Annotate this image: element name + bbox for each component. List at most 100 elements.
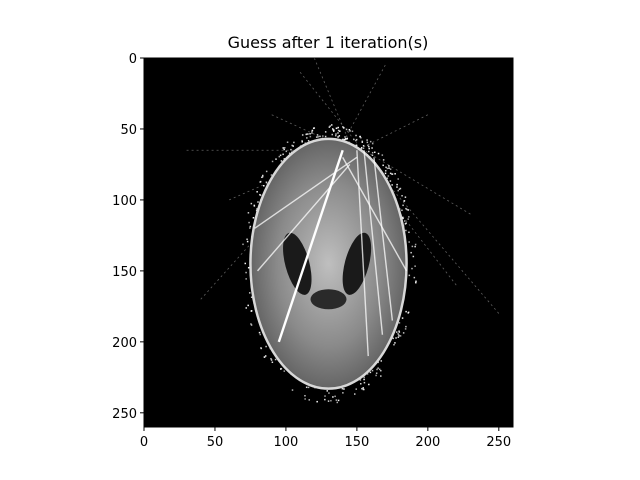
speckle <box>407 312 409 314</box>
speckle <box>343 138 346 141</box>
speckle <box>368 147 370 150</box>
speckle <box>331 133 333 136</box>
streak-ray <box>363 149 471 215</box>
bright-streak <box>277 149 344 343</box>
speckle <box>262 175 264 178</box>
speckle <box>371 154 374 157</box>
streak-ray <box>356 114 429 151</box>
speckle <box>405 310 407 313</box>
speckle <box>397 333 399 335</box>
speckle <box>412 255 415 258</box>
speckle <box>344 137 347 140</box>
speckle <box>376 368 378 371</box>
speckle <box>415 280 417 283</box>
speckle <box>360 148 363 150</box>
speckle <box>397 336 400 338</box>
speckle <box>410 251 412 254</box>
speckle <box>402 332 405 334</box>
speckle <box>316 400 318 403</box>
x-tick-label: 150 <box>344 435 369 450</box>
speckle <box>404 328 407 330</box>
speckle <box>381 154 384 156</box>
speckle <box>316 134 319 136</box>
speckle <box>338 135 341 137</box>
speckle <box>308 399 311 401</box>
speckle <box>348 128 351 131</box>
speckle <box>274 358 277 361</box>
speckle <box>335 134 337 137</box>
speckle <box>377 361 379 364</box>
speckle <box>248 292 251 294</box>
speckle <box>328 392 330 394</box>
speckle <box>405 229 407 232</box>
speckle <box>342 127 345 129</box>
speckle <box>283 148 285 151</box>
speckle <box>363 378 365 381</box>
speckle <box>375 372 378 374</box>
speckle <box>282 147 284 149</box>
speckle <box>250 202 253 205</box>
speckle <box>405 207 407 210</box>
speckle <box>247 212 250 214</box>
speckle <box>393 343 395 346</box>
speckle <box>335 133 337 135</box>
x-tick-label: 50 <box>207 435 224 450</box>
speckle <box>394 173 396 175</box>
speckle <box>415 281 417 284</box>
x-tick-label: 200 <box>415 435 440 450</box>
speckle <box>283 370 286 372</box>
y-tick-label: 0 <box>129 52 137 67</box>
speckle <box>337 132 339 134</box>
speckle <box>265 345 267 348</box>
speckle <box>332 130 335 132</box>
speckle <box>391 184 393 186</box>
speckle <box>245 271 247 274</box>
speckle <box>362 145 365 147</box>
speckle <box>319 135 321 138</box>
speckle <box>359 379 362 381</box>
speckle <box>392 337 394 340</box>
speckle <box>344 136 346 138</box>
y-tick-label: 50 <box>120 123 137 138</box>
speckle <box>259 333 262 336</box>
speckle <box>366 373 369 375</box>
speckle <box>361 141 364 143</box>
bright-streak <box>363 150 384 335</box>
speckle <box>283 158 286 160</box>
speckle <box>250 324 253 326</box>
speckle <box>291 389 294 391</box>
speckle <box>334 395 336 398</box>
speckle <box>402 217 404 220</box>
speckle <box>304 394 306 397</box>
speckle <box>398 334 400 336</box>
speckle <box>403 200 405 202</box>
speckle <box>359 135 361 138</box>
speckle <box>396 183 398 186</box>
speckle <box>279 154 282 157</box>
speckle <box>301 139 303 142</box>
y-tick-label: 200 <box>112 336 137 351</box>
speckle <box>369 371 372 374</box>
speckle <box>337 129 340 132</box>
speckle <box>336 401 339 404</box>
speckle <box>371 151 374 154</box>
speckle <box>360 136 362 139</box>
speckle <box>270 357 272 360</box>
speckle <box>414 243 417 246</box>
speckle <box>309 135 312 138</box>
speckle <box>315 136 318 138</box>
speckle <box>361 140 364 143</box>
speckle <box>355 134 357 137</box>
speckle <box>329 125 331 127</box>
speckle <box>362 147 365 150</box>
speckle <box>371 147 373 149</box>
streak-ray <box>356 157 457 286</box>
speckle <box>401 194 403 197</box>
speckle <box>407 218 410 220</box>
y-tick-label: 150 <box>112 265 137 280</box>
speckle <box>280 160 283 162</box>
y-axis: 0 50 100 150 200 250 <box>112 52 144 422</box>
speckle <box>271 361 274 364</box>
speckle <box>398 188 401 190</box>
speckle <box>360 383 362 385</box>
